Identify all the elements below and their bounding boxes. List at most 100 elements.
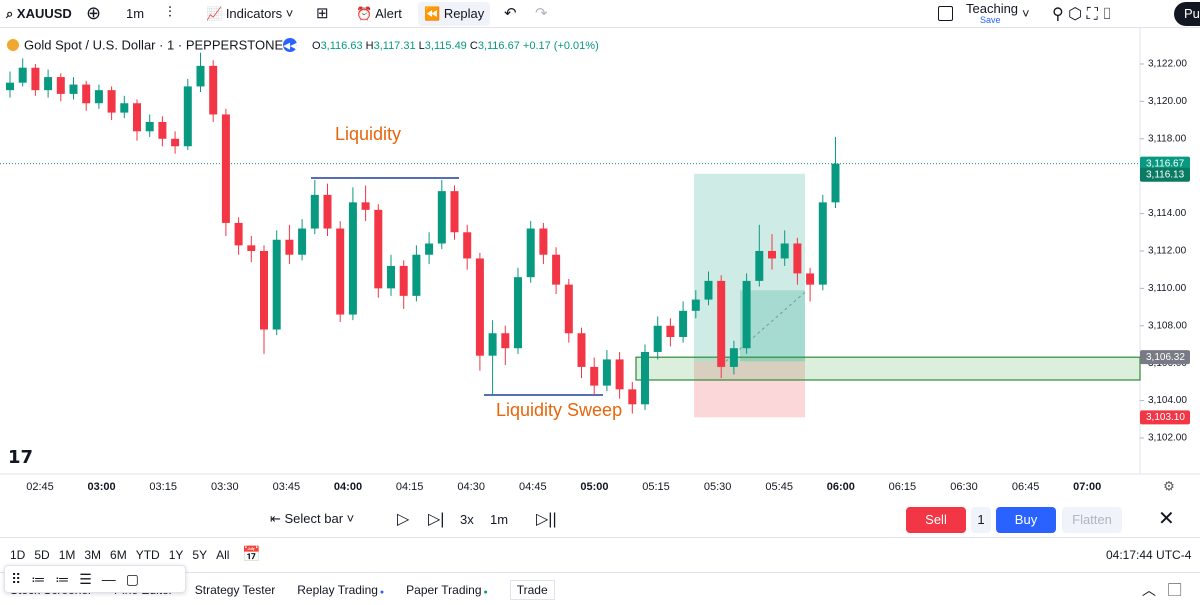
undo[interactable]: ↶ [504, 5, 517, 22]
x-tick-label: 04:00 [334, 481, 362, 493]
candle-body [234, 222, 243, 246]
candle-body [628, 389, 637, 405]
candle-body [247, 245, 256, 251]
x-tick-label: 03:30 [211, 481, 239, 493]
select-bar[interactable]: ⇤ Select bar ˅ [270, 511, 355, 526]
range-button[interactable]: 1D [10, 548, 26, 562]
status-dot: ● [377, 589, 385, 596]
candle-body [768, 250, 776, 259]
legend-value: 3,115.49 [425, 40, 467, 52]
legend-change: +0.17 (+0.01%) [523, 40, 599, 52]
candle-body [615, 359, 624, 390]
candle-body [374, 209, 383, 289]
price-tag [1140, 350, 1190, 365]
play[interactable]: ▷ [397, 511, 410, 528]
chart-type[interactable]: ⫶ [168, 4, 172, 21]
x-tick-label: 04:30 [457, 481, 485, 493]
candle-body [412, 254, 421, 296]
x-tick-label: 03:15 [149, 481, 177, 493]
quantity[interactable]: 1 [971, 507, 991, 533]
range-button[interactable]: YTD [135, 548, 160, 562]
templates[interactable]: ⊞ [316, 5, 329, 22]
y-tick-label: 3,120.00 [1148, 96, 1187, 107]
candle-body [94, 90, 103, 104]
chart-title: Gold Spot / U.S. Dollar · 1 · PEPPERSTON… [24, 37, 283, 52]
replay-interval[interactable]: 1m [490, 512, 509, 527]
buy-button[interactable]: Buy [996, 507, 1056, 533]
flatten-button[interactable]: Flatten [1062, 507, 1122, 533]
drawing-toolbar[interactable]: ⠿≔≔☰—▢ [4, 565, 186, 593]
publish[interactable]: Pu [1174, 2, 1200, 26]
close-replay[interactable]: ✕ [1158, 508, 1175, 530]
range-button[interactable]: 1Y [168, 548, 184, 562]
candle-body [704, 280, 713, 300]
candle-body [6, 82, 14, 91]
tv-logo: 𝟭𝟳 [8, 447, 33, 467]
range-button[interactable]: 5D [34, 548, 50, 562]
replay[interactable]: ⏪ Replay [418, 2, 491, 26]
tab[interactable]: Strategy Tester [194, 583, 276, 597]
date-range-icon[interactable]: 📅 [242, 546, 261, 563]
settings-icon[interactable]: ⚙ [1163, 478, 1175, 493]
interval[interactable]: 1m [126, 6, 145, 21]
x-tick-label: 06:15 [889, 481, 917, 493]
price-tag-label: 3,103.10 [1146, 412, 1185, 423]
candle-body [310, 194, 319, 229]
add-symbol[interactable]: ⊕ [86, 3, 102, 23]
alert[interactable]: ⏰ Alert [356, 6, 402, 21]
jump-realtime[interactable]: ▷|| [536, 511, 557, 528]
annotation: Liquidity [335, 124, 401, 144]
candle-body [818, 202, 827, 285]
candle-body [31, 67, 40, 91]
replay-toolbar [0, 502, 1200, 538]
collapse-button[interactable] [283, 38, 297, 52]
sell-button[interactable]: Sell [906, 507, 966, 533]
indicators[interactable]: 📈 Indicators ˅ [206, 6, 294, 21]
tab[interactable]: Trade [509, 580, 555, 600]
candle-body [285, 239, 294, 255]
range-button[interactable]: All [216, 548, 230, 562]
y-tick-label: 3,102.00 [1148, 433, 1187, 444]
candle-body [387, 265, 395, 289]
range-bar: 1D 5D 1M 3M 6M YTD 1Y 5Y All [10, 548, 229, 562]
top-toolbar [0, 0, 1200, 28]
candle-body [806, 273, 815, 285]
layout-name[interactable]: Teaching [966, 1, 1019, 16]
symbol[interactable]: ⌕ XAUUSD [6, 6, 72, 21]
icons[interactable]: ⚲ ⬡ ⛶ ⌷ [1052, 6, 1112, 23]
y-tick-label: 3,112.00 [1148, 246, 1187, 257]
range-button[interactable]: 5Y [192, 548, 208, 562]
y-tick-label: 3,122.00 [1148, 59, 1187, 70]
legend-label: H [366, 40, 374, 52]
candle-body [577, 333, 586, 367]
candle-body [552, 254, 561, 285]
price-tag-label: 3,116.67 [1146, 158, 1185, 169]
range-button[interactable]: 3M [84, 548, 102, 562]
range-button[interactable]: 1M [58, 548, 76, 562]
candle-body [82, 84, 91, 104]
candle-body [590, 366, 599, 386]
step[interactable]: ▷| [428, 511, 445, 528]
candle-body [437, 191, 446, 244]
save[interactable]: Save [980, 15, 1001, 25]
range-button[interactable]: 6M [110, 548, 127, 562]
panel-toggles[interactable]: ︿ ▢ [1142, 582, 1182, 598]
x-tick-label: 04:15 [396, 481, 424, 493]
legend-value: 3,116.67 [478, 40, 520, 52]
price-tag-label: 3,116.13 [1146, 169, 1185, 180]
candle-body [653, 325, 662, 352]
checkbox[interactable] [938, 6, 953, 21]
speed[interactable]: 3x [460, 512, 474, 527]
collapse-icon: ◀◀ [283, 40, 297, 50]
candle-body [44, 77, 53, 91]
demand-zone [635, 356, 1141, 381]
candle-body [348, 202, 357, 315]
redo[interactable]: ↷ [535, 5, 548, 22]
tab[interactable]: Replay Trading ● [297, 583, 385, 597]
x-tick-label: 06:30 [950, 481, 978, 493]
candle-body [298, 228, 307, 255]
replay-text: Replay [443, 6, 485, 21]
layout-menu[interactable]: ˅ [1022, 6, 1030, 21]
candle-body [336, 228, 345, 315]
tab[interactable]: Paper Trading ● [406, 583, 488, 597]
